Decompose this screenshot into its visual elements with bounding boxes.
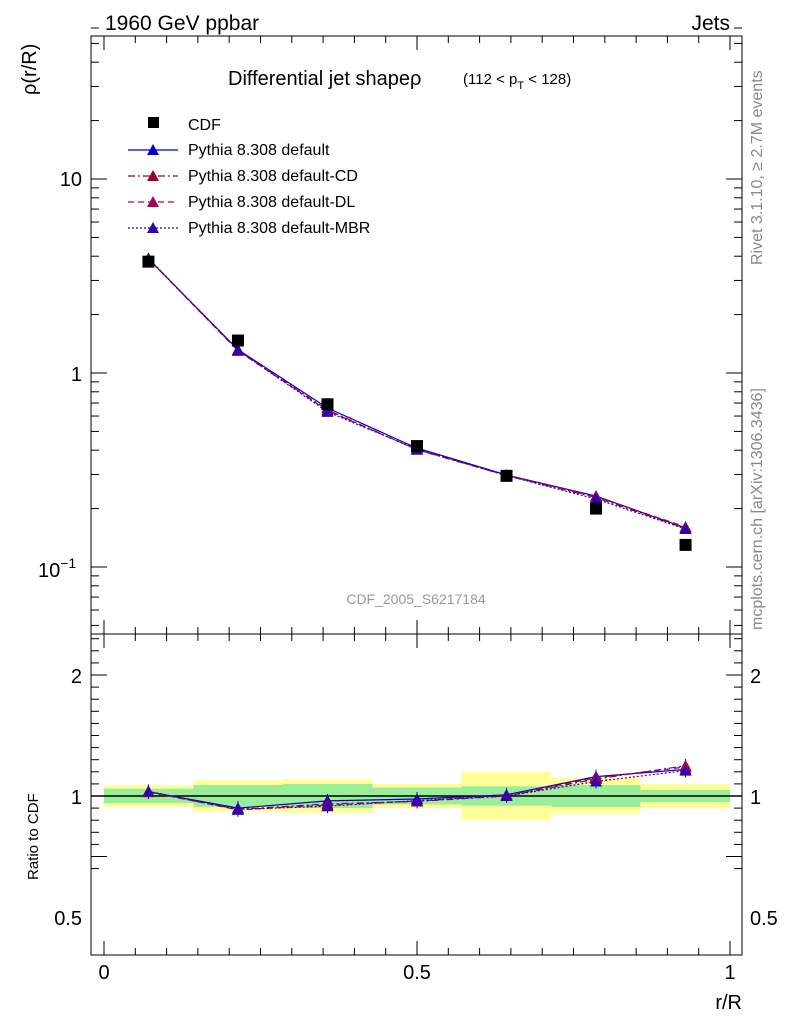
main-y-tick-label-0.1: 10−1 <box>38 555 76 582</box>
title-range-sub: T <box>517 80 524 92</box>
rivet-version-label: Rivet 3.1.10, ≥ 2.7M events <box>749 70 766 265</box>
main-series-marker-3 <box>321 405 334 417</box>
legend-label-default-cd: Pythia 8.308 default-CD <box>188 168 358 185</box>
x-tick-label-1: 1 <box>724 962 735 984</box>
ratio-series-group <box>142 758 692 817</box>
legend-label-default-mbr: Pythia 8.308 default-MBR <box>188 220 370 237</box>
main-series-marker-3 <box>231 344 244 356</box>
chart-title: Differential jet shapeρ <box>228 68 421 90</box>
main-y-tick-label-10: 10 <box>60 169 82 191</box>
legend-label-cdf: CDF <box>188 117 221 134</box>
cdf-data-point <box>142 255 155 268</box>
main-series-marker-3 <box>590 493 603 505</box>
cdf-data-point <box>590 502 603 515</box>
title-range-pre: (112 < p <box>463 71 517 88</box>
cdf-data-point <box>679 538 692 551</box>
legend-marker-default <box>147 144 159 155</box>
ratio-series-marker-3 <box>142 785 155 797</box>
legend-marker-default-cd <box>147 170 159 181</box>
ratio-series-marker-3 <box>321 800 334 812</box>
ratio-panel-ticks <box>91 634 742 955</box>
legend-label-default-dl: Pythia 8.308 default-DL <box>188 194 355 211</box>
ratio-y-tick-label-1: 1 <box>71 787 82 809</box>
ratio-y-tick-label-right-2: 2 <box>750 666 761 688</box>
ratio-y-tick-label-0.5: 0.5 <box>54 908 82 930</box>
legend-marker-default-dl <box>147 196 159 207</box>
main-y-tick-label-0.1-exp: −1 <box>60 555 76 571</box>
cdf-data-point <box>321 398 334 411</box>
ratio-series-marker-3 <box>679 764 692 776</box>
ratio-y-tick-label-right-0.5: 0.5 <box>750 908 778 930</box>
ratio-y-axis-label: Ratio to CDF <box>25 793 42 880</box>
x-tick-label-0.5: 0.5 <box>403 962 431 984</box>
legend-label-default: Pythia 8.308 default <box>188 142 330 159</box>
main-series-marker-3 <box>679 522 692 534</box>
process-label: Jets <box>691 12 730 35</box>
ratio-y-tick-label-2: 2 <box>71 666 82 688</box>
chart-title-range: (112 < pT < 128) <box>463 71 571 92</box>
ratio-y-tick-label-right-1: 1 <box>750 787 761 809</box>
ratio-series-marker-3 <box>590 775 603 787</box>
legend-marker-cdf <box>148 117 159 128</box>
cdf-data-point <box>411 440 423 453</box>
main-panel-ticks <box>91 27 742 634</box>
ratio-series-marker-3 <box>500 790 513 801</box>
mcplots-label: mcplots.cern.ch [arXiv:1306.3436] <box>749 388 766 630</box>
ratio-series-marker-3 <box>231 803 244 815</box>
x-axis-label: r/R <box>715 992 742 1014</box>
ratio-series-marker-3 <box>411 794 423 806</box>
cdf-data-point <box>500 469 513 482</box>
main-y-tick-label-1: 1 <box>71 364 82 386</box>
main-y-axis-label: ρ(r/R) <box>19 44 41 95</box>
analysis-id-label: CDF_2005_S6217184 <box>346 591 486 607</box>
title-range-post: < 128) <box>524 71 571 88</box>
energy-label: 1960 GeV ppbar <box>105 12 259 35</box>
main-y-tick-label-0.1-base: 10 <box>38 560 60 582</box>
cdf-data-point <box>231 334 244 347</box>
legend: CDF Pythia 8.308 default Pythia 8.308 de… <box>128 117 370 237</box>
main-data-points <box>142 255 692 551</box>
x-tick-label-0: 0 <box>98 962 109 984</box>
legend-marker-default-mbr <box>147 222 159 233</box>
